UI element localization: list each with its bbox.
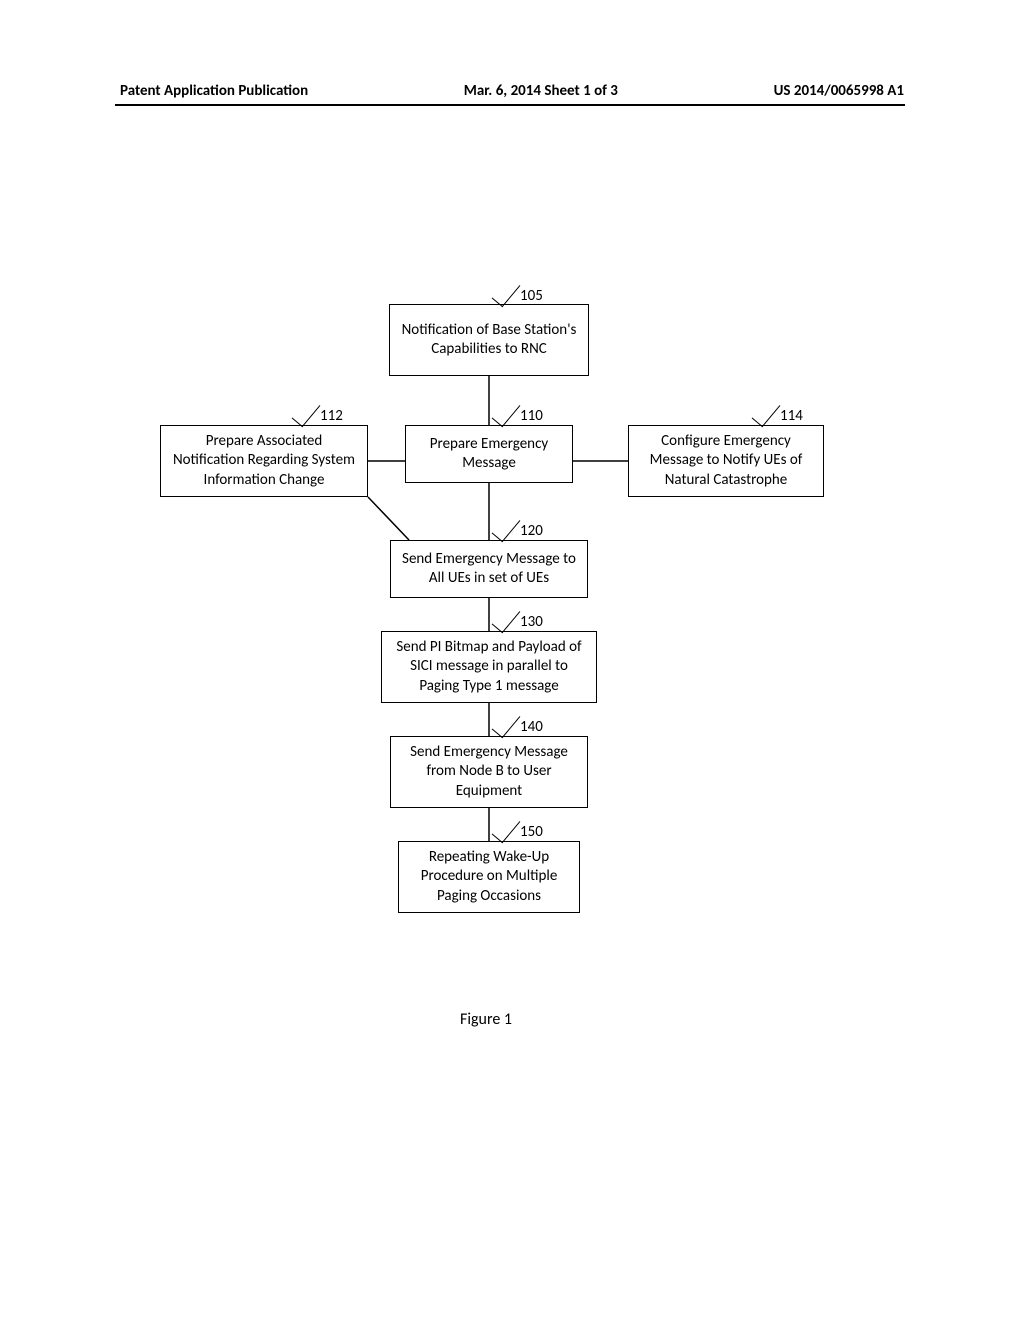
flow-box-b110: Prepare Emergency Message (405, 425, 573, 483)
ref-label-r120: 120 (520, 522, 543, 540)
flow-box-b140: Send Emergency Message from Node B to Us… (390, 736, 588, 808)
ref-label-r140: 140 (520, 718, 543, 736)
ref-label-r150: 150 (520, 823, 543, 841)
flow-box-b130: Send PI Bitmap and Payload of SICI messa… (381, 631, 597, 703)
ref-label-r112: 112 (320, 407, 343, 425)
flow-box-b105: Notification of Base Station's Capabilit… (389, 304, 589, 376)
flow-box-b114: Configure Emergency Message to Notify UE… (628, 425, 824, 497)
flowchart-figure-1: Notification of Base Station's Capabilit… (0, 0, 1024, 1320)
flow-box-b150: Repeating Wake-Up Procedure on Multiple … (398, 841, 580, 913)
figure-caption: Figure 1 (460, 1010, 512, 1029)
flow-box-b120: Send Emergency Message to All UEs in set… (390, 540, 588, 598)
flow-box-b112: Prepare Associated Notification Regardin… (160, 425, 368, 497)
ref-label-r110: 110 (520, 407, 543, 425)
ref-label-r105: 105 (520, 287, 543, 305)
ref-label-r130: 130 (520, 613, 543, 631)
ref-label-r114: 114 (780, 407, 803, 425)
